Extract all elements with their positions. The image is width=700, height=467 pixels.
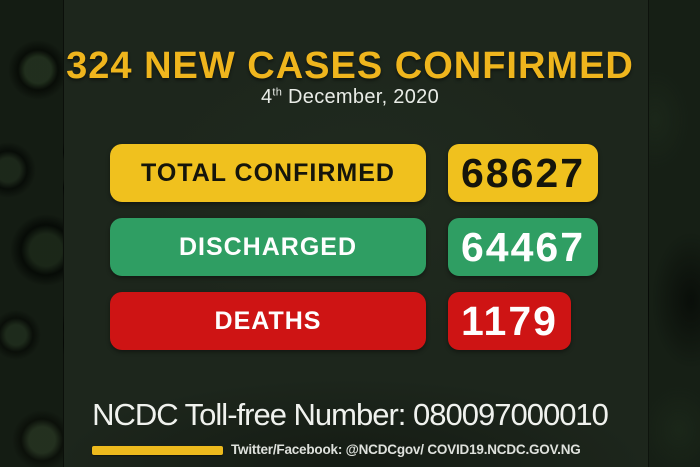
stat-row-discharged: DISCHARGED 64467 [110,218,599,276]
stat-value-discharged: 64467 [448,218,599,276]
stat-value-total-confirmed: 68627 [448,144,599,202]
page-title: 324 NEW CASES CONFIRMED [66,45,634,88]
stat-label-total-confirmed: TOTAL CONFIRMED [110,144,426,202]
report-date: 4th December, 2020 [0,86,700,109]
yellow-divider-bar [92,446,223,455]
report-date-day: 4 [260,86,273,108]
virus-texture-left-band [0,0,64,467]
stats-list: TOTAL CONFIRMED 68627 DISCHARGED 64467 D… [110,144,599,366]
tollfree-number-text: NCDC Toll-free Number: 080097000010 [92,397,609,432]
stat-value-deaths: 1179 [448,292,571,350]
stat-label-discharged: DISCHARGED [110,218,426,276]
stat-row-deaths: DEATHS 1179 [110,292,598,350]
stat-label-deaths: DEATHS [110,292,426,350]
report-date-rest: December, 2020 [282,86,440,108]
stat-row-total-confirmed: TOTAL CONFIRMED 68627 [110,144,599,202]
report-date-ordinal: th [272,86,283,99]
social-media-handles-text: Twitter/Facebook: @NCDCgov/ COVID19.NCDC… [231,442,581,457]
virus-texture-right-band [648,0,700,467]
